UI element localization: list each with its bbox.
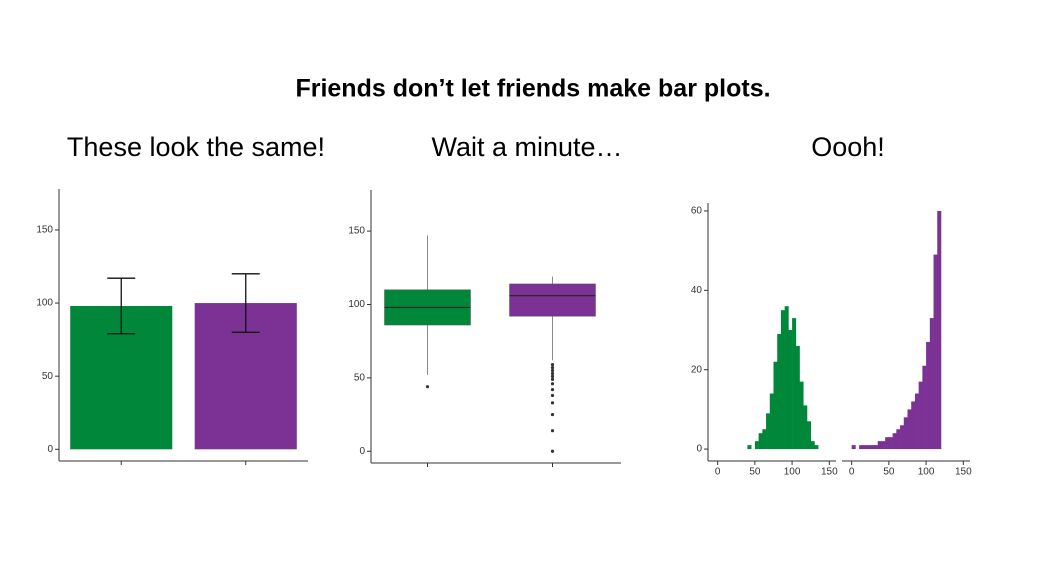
x-tick-label: 150: [955, 467, 972, 478]
histogram-bar: [866, 445, 871, 450]
outlier: [550, 429, 555, 433]
histogram-bar: [803, 405, 808, 450]
histogram-bar: [914, 393, 919, 450]
outlier: [550, 377, 555, 381]
histogram-bar: [885, 437, 890, 450]
histogram-bar: [806, 421, 811, 450]
histogram-bar: [773, 361, 778, 450]
outlier: [550, 374, 555, 379]
histogram-bar: [874, 445, 879, 450]
chart-title: Wait a minute…: [431, 132, 622, 162]
histogram-bar: [903, 417, 908, 450]
y-tick-label: 50: [42, 371, 54, 382]
histogram-bar: [784, 306, 789, 450]
histogram-bar: [922, 365, 927, 450]
x-tick-label: 150: [821, 467, 838, 478]
histogram-bar: [881, 441, 886, 450]
histogram-bar: [777, 333, 782, 450]
histogram-bar: [929, 318, 934, 450]
histogram-bar: [810, 441, 815, 450]
histogram-bar: [747, 445, 752, 450]
histogram-bar: [859, 445, 864, 450]
slide-title: Friends don’t let friends make bar plots…: [295, 75, 770, 103]
outlier: [425, 385, 430, 389]
histogram-bar: [758, 433, 763, 450]
chart-title: These look the same!: [67, 132, 325, 162]
histogram-bar: [851, 445, 856, 450]
outlier: [550, 388, 555, 392]
y-tick-label: 20: [691, 364, 703, 375]
histogram-bar: [788, 330, 793, 450]
x-tick-label: 50: [749, 467, 761, 478]
y-tick-label: 100: [348, 299, 365, 310]
histogram-bar: [877, 441, 882, 450]
y-tick-label: 150: [36, 225, 53, 236]
box: [509, 283, 596, 317]
histogram-bar: [762, 429, 767, 450]
y-tick-label: 0: [47, 444, 53, 455]
histogram-bar: [862, 445, 867, 450]
x-tick-label: 0: [849, 467, 855, 478]
chart-title: Oooh!: [811, 132, 885, 162]
histogram-bar: [870, 445, 875, 450]
histogram-bar: [911, 401, 916, 450]
histogram-bar: [900, 425, 905, 450]
outlier: [550, 412, 555, 417]
histogram-bar: [933, 254, 938, 450]
histogram-bar: [937, 210, 942, 450]
x-tick-label: 100: [918, 467, 935, 478]
histogram-bar: [799, 381, 804, 450]
error-bar: [107, 277, 136, 335]
y-tick-label: 50: [354, 373, 366, 384]
x-tick-label: 100: [784, 467, 801, 478]
histogram-bar: [780, 310, 785, 450]
histogram-bar: [918, 381, 923, 450]
outlier: [550, 382, 555, 386]
histogram-bar: [888, 437, 893, 450]
y-tick-label: 0: [359, 446, 365, 457]
histogram-bar: [896, 429, 901, 450]
histogram-bar: [926, 341, 931, 450]
outlier: [550, 393, 555, 398]
y-tick-label: 40: [691, 285, 703, 296]
histogram-bar: [754, 441, 759, 450]
histogram-bar: [792, 318, 797, 450]
x-tick-label: 0: [715, 467, 721, 478]
error-bar: [231, 273, 260, 333]
y-tick-label: 60: [691, 206, 703, 217]
outlier: [550, 368, 555, 373]
y-tick-label: 150: [348, 226, 365, 237]
y-tick-label: 100: [36, 298, 53, 309]
outlier: [550, 401, 555, 405]
histogram-bar: [795, 345, 800, 450]
histogram-bar: [766, 413, 771, 450]
y-tick-label: 0: [696, 444, 702, 455]
outlier: [550, 449, 555, 453]
outlier: [550, 371, 555, 376]
histogram-bar: [769, 393, 774, 450]
histogram-bar: [892, 433, 897, 450]
outlier: [550, 363, 555, 367]
outlier: [550, 365, 555, 370]
histogram-bar: [907, 409, 912, 450]
x-tick-label: 50: [883, 467, 895, 478]
histogram-bar: [814, 445, 819, 450]
